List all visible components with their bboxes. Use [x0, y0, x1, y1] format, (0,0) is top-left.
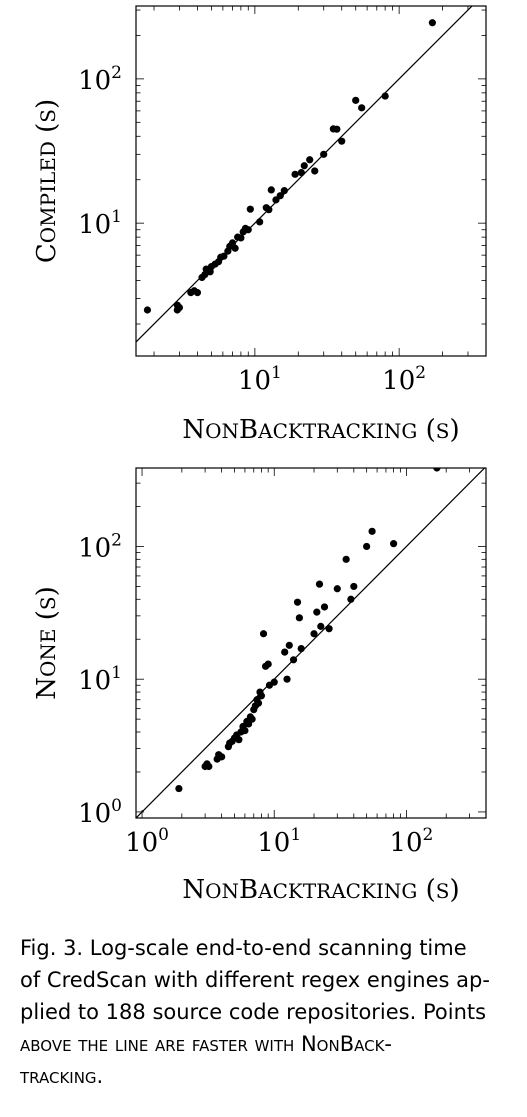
data-point	[218, 753, 226, 761]
reference-line	[136, 468, 486, 818]
data-point	[433, 468, 441, 472]
data-point	[381, 92, 389, 100]
figure-caption: Fig. 3. Log-scale end-to-end scanning ti…	[20, 932, 516, 1092]
data-point	[231, 244, 239, 252]
data-point	[175, 784, 183, 793]
x-axis-title: NONBACKTRACKING (S)	[182, 415, 459, 445]
data-point	[257, 692, 266, 700]
data-point	[342, 555, 350, 563]
y-tick-label: 102	[78, 530, 122, 563]
data-point	[244, 226, 252, 234]
data-point	[390, 540, 398, 548]
data-point	[352, 96, 360, 104]
plot-frame	[135, 467, 487, 819]
data-point	[338, 137, 346, 145]
data-point	[315, 580, 324, 588]
data-point	[259, 630, 268, 638]
scatter-plot-2: 100 101 102 100 101 102 NONBACKTRACKING (S) NON…	[32, 467, 487, 905]
data-point	[289, 656, 298, 664]
x-tick-label: 101	[238, 363, 282, 396]
data-point	[175, 303, 184, 312]
y-axis-title: COMPILED (S)	[32, 99, 62, 263]
plot-frame	[135, 5, 487, 357]
data-point	[264, 660, 272, 668]
data-point	[280, 187, 288, 195]
caption-line-1: Fig. 3. Log-scale end-to-end scanning ti…	[20, 936, 467, 960]
caption-line-5: tracking.	[20, 1064, 104, 1088]
figure-plots: 101 102 101 102 NONBACKTRACKING (S) COMPILED …	[32, 5, 487, 905]
caption-line-2: of CredScan with different regex engines…	[20, 968, 490, 992]
data-point	[317, 622, 325, 630]
data-point	[267, 186, 275, 194]
x-tick-label: 100	[125, 825, 169, 858]
data-point	[276, 192, 284, 200]
data-point	[325, 625, 333, 633]
data-point	[428, 19, 436, 27]
y-tick-label: 102	[78, 63, 122, 96]
data-point	[248, 715, 256, 723]
y-tick-label: 101	[78, 207, 122, 240]
data-point	[205, 762, 213, 771]
data-points	[175, 468, 441, 793]
data-point	[295, 614, 303, 622]
data-point	[220, 252, 228, 260]
reference-line	[136, 6, 473, 343]
data-point	[235, 736, 243, 744]
data-point	[270, 678, 278, 686]
caption-line-3: plied to 188 source code repositories. P…	[20, 1000, 487, 1024]
data-point	[363, 542, 371, 551]
data-point	[310, 630, 318, 638]
data-point	[306, 156, 314, 164]
y-tick-label: 100	[78, 796, 122, 829]
data-point	[320, 150, 328, 158]
data-point	[143, 306, 152, 314]
data-point	[293, 598, 302, 606]
data-point	[358, 104, 366, 112]
data-point	[333, 585, 341, 593]
x-tick-label: 101	[257, 825, 301, 858]
data-point	[291, 170, 299, 178]
data-point	[368, 527, 376, 535]
data-point	[265, 206, 273, 214]
data-point	[300, 162, 308, 170]
data-point	[246, 205, 254, 213]
data-point	[320, 603, 329, 611]
data-point	[313, 608, 321, 616]
data-point	[283, 675, 291, 683]
data-point	[201, 270, 209, 279]
data-point	[228, 239, 237, 247]
data-point	[254, 699, 263, 707]
data-points	[143, 19, 436, 314]
data-point	[237, 234, 245, 242]
data-point	[311, 167, 319, 175]
data-point	[256, 218, 264, 226]
x-tick-label: 102	[389, 825, 433, 858]
y-axis-title: NONE (S)	[32, 586, 62, 700]
scatter-plot-1: 101 102 101 102 NONBACKTRACKING (S) COMPILED …	[32, 5, 487, 445]
caption-line-4: above the line are faster with NonBack-	[20, 1032, 393, 1056]
data-point	[297, 169, 305, 177]
data-point	[350, 582, 358, 591]
data-point	[333, 125, 341, 133]
data-point	[281, 648, 289, 656]
data-point	[193, 289, 202, 297]
y-tick-label: 101	[78, 663, 122, 696]
data-point	[297, 645, 305, 653]
x-tick-label: 102	[382, 363, 426, 396]
x-axis-title: NONBACKTRACKING (S)	[182, 875, 459, 905]
axis-ticks	[136, 6, 487, 356]
data-point	[241, 726, 249, 735]
data-point	[285, 641, 293, 649]
data-point	[347, 595, 355, 603]
